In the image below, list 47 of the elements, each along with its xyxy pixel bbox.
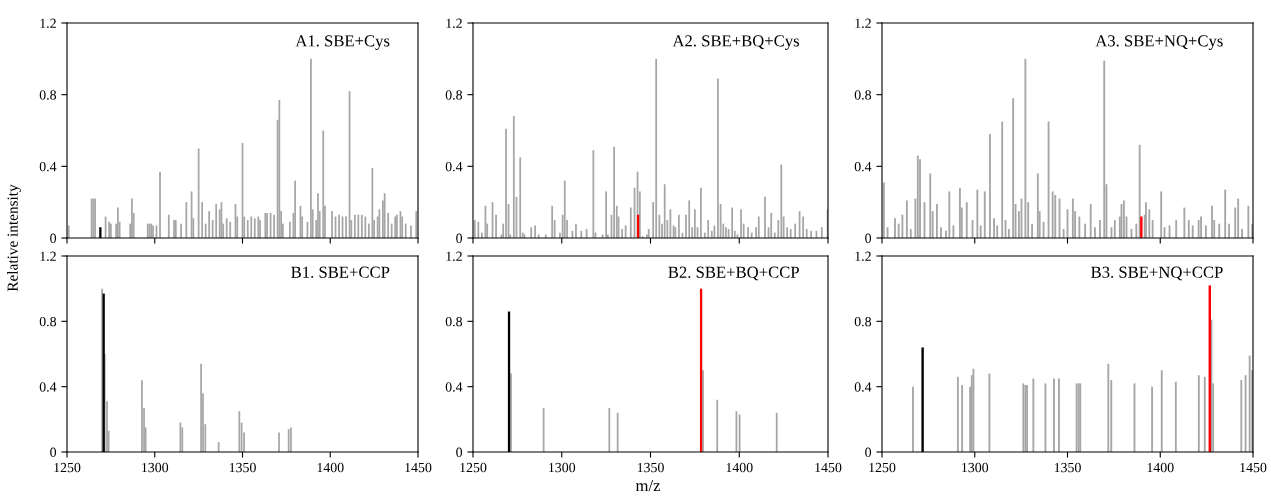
y-tick-label: 0 (456, 447, 463, 457)
x-axis-title: m/z (635, 480, 661, 492)
y-tick-label: 0.4 (854, 161, 872, 172)
x-tick-label: 1450 (405, 462, 432, 473)
y-tick-label: 0 (456, 233, 463, 243)
y-tick-label: 0 (50, 447, 57, 457)
x-tick-label: 1350 (1054, 462, 1081, 473)
y-tick-label: 1.2 (40, 18, 56, 29)
y-tick-label: 0.8 (854, 316, 872, 327)
y-tick-label: 0.4 (445, 161, 463, 172)
y-tick-label: 0.8 (445, 90, 463, 100)
x-tick-label: 1250 (54, 462, 81, 473)
y-tick-label: 0.4 (39, 382, 57, 392)
text: A3. SBE+NQ+Cys (1095, 35, 1223, 50)
y-tick-label: 1.2 (446, 18, 462, 29)
y-tick-label: 1.2 (855, 18, 871, 29)
x-tick-label: 1400 (1147, 462, 1174, 473)
x-tick-label: 1400 (726, 462, 753, 473)
y-tick-label: 0.4 (445, 382, 463, 392)
y-tick-label: 0.8 (39, 90, 57, 100)
y-tick-label: 0.8 (39, 316, 57, 327)
y-tick-label: 0 (50, 233, 57, 243)
y-tick-label: 1.2 (855, 251, 871, 262)
x-tick-label: 1250 (869, 462, 896, 473)
text: B3. SBE+NQ+CCP (1091, 266, 1223, 281)
y-tick-label: 0.8 (445, 316, 463, 327)
chart-title: B1. SBE+CCP (291, 266, 390, 278)
x-tick-label: 1250 (460, 462, 487, 473)
x-tick-label: 1300 (142, 462, 169, 473)
text: A2. SBE+BQ+Cys (672, 35, 799, 50)
text: B2. SBE+BQ+CCP (668, 266, 799, 281)
x-tick-label: 1300 (549, 462, 576, 473)
x-tick-label: 1450 (815, 462, 842, 473)
x-tick-label: 1400 (317, 462, 344, 473)
x-tick-label: 1450 (1240, 462, 1267, 473)
y-tick-label: 1.2 (40, 251, 56, 262)
text: A1. SBE+Cys (295, 35, 390, 50)
x-tick-label: 1300 (962, 462, 989, 473)
y-tick-label: 0.4 (854, 382, 872, 392)
y-tick-label: 0 (865, 447, 872, 457)
x-tick-label: 1350 (637, 462, 664, 473)
y-tick-label: 0.8 (854, 90, 872, 100)
y-axis-title: Relative intensity (7, 184, 21, 292)
y-tick-label: 0.4 (39, 161, 57, 172)
y-tick-label: 0 (865, 233, 872, 243)
x-tick-label: 1350 (229, 462, 256, 473)
y-tick-label: 1.2 (446, 251, 462, 262)
